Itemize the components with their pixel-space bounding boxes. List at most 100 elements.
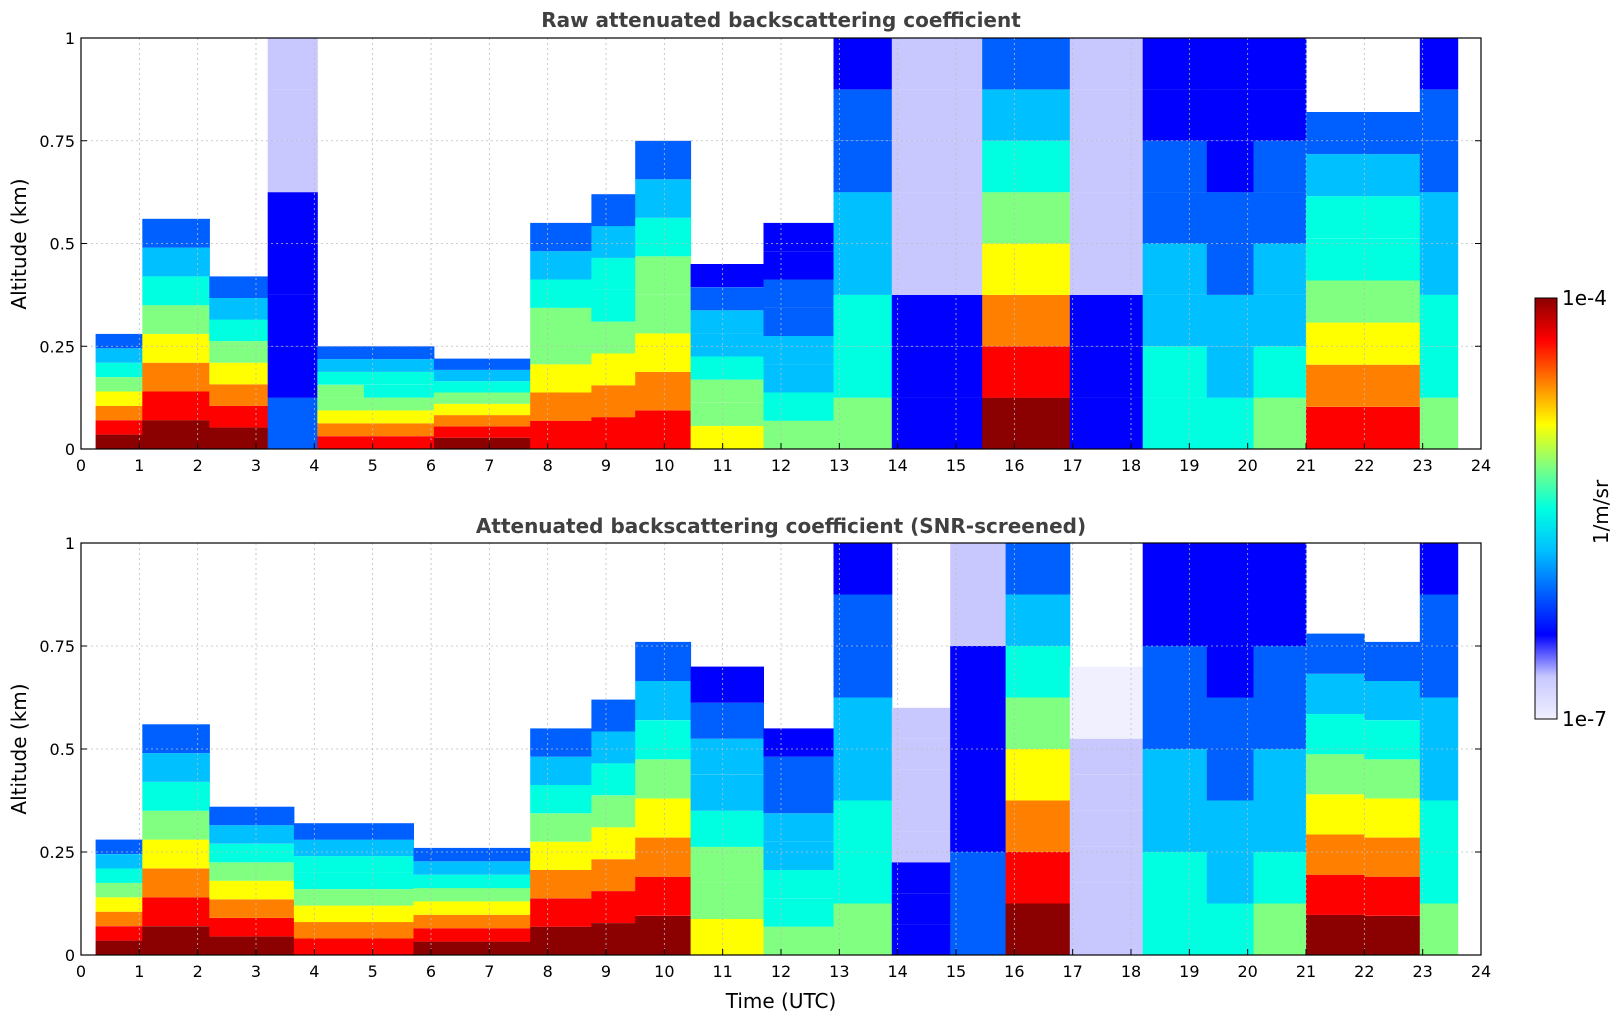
heatmap-cell [1419,852,1459,904]
heatmap-cell [1306,406,1365,449]
heatmap-cell [591,923,636,955]
heatmap-cell [1206,543,1254,595]
heatmap-cell [635,759,692,799]
heatmap-cell [833,140,893,193]
heatmap-cell [635,217,692,257]
heatmap-cell [293,839,414,857]
heatmap-cell [1306,238,1365,281]
heatmap-cell [1419,749,1459,801]
heatmap-cell [591,226,636,258]
heatmap-cell [690,810,764,847]
heatmap-cell [1253,38,1307,90]
heatmap-cell [591,763,636,796]
x-tick-label: 6 [426,456,436,475]
heatmap-cell [1419,346,1459,398]
heatmap-cell [433,392,531,404]
heatmap-cell [763,420,834,449]
heatmap-cell [833,38,893,90]
heatmap-cell [142,391,210,421]
heatmap-cell [142,420,210,449]
panel-screened-xlabel: Time (UTC) [725,989,837,1013]
heatmap-cell [591,321,636,354]
heatmap-cell [833,89,893,141]
colorbar-gradient [1534,297,1558,720]
x-tick-label: 7 [484,962,494,981]
y-tick-label: 0.25 [39,843,75,862]
heatmap-column [209,276,269,449]
heatmap-cell [433,369,531,382]
heatmap-cell [317,371,365,385]
heatmap-column [530,728,592,955]
heatmap-column [635,641,692,955]
heatmap-cell [1419,89,1459,141]
heatmap-cell [833,646,893,698]
heatmap-cell [1419,646,1459,698]
heatmap-cell [530,222,592,252]
x-tick-label: 19 [1179,962,1199,981]
x-tick-label: 21 [1296,962,1316,981]
heatmap-column [690,264,764,449]
heatmap-cell [1253,646,1307,698]
panel-screened-title: Attenuated backscattering coefficient (S… [476,514,1086,538]
heatmap-cell [1206,800,1254,852]
heatmap-cell [982,397,1071,449]
heatmap-cell [209,298,269,320]
heatmap-cell [833,697,893,749]
heatmap-column [1142,38,1208,449]
heatmap-cell [293,872,414,890]
heatmap-cell [891,769,951,801]
heatmap-cell [1419,140,1459,193]
heatmap-cell [690,882,764,919]
x-tick-label: 12 [771,962,791,981]
heatmap-cell [1306,633,1365,674]
heatmap-cell [317,359,365,372]
heatmap-cell [1142,903,1208,955]
heatmap-cell [1419,397,1459,449]
colorbar-max-label: 1e-4 [1562,286,1607,310]
heatmap-cell [763,813,834,842]
heatmap-cell [95,348,143,363]
heatmap-cell [293,922,414,939]
heatmap-cell [267,346,318,398]
heatmap-cell [1306,754,1365,795]
heatmap-cell [635,371,692,411]
x-tick-label: 20 [1237,962,1257,981]
heatmap-cell [1069,140,1144,193]
heatmap-cell [950,543,1007,595]
heatmap-cell [433,426,531,438]
heatmap-cell [833,294,893,347]
heatmap-column [591,699,636,955]
x-tick-label: 18 [1121,456,1141,475]
heatmap-cell [209,862,295,881]
heatmap-cell [530,307,592,336]
x-tick-label: 6 [426,962,436,981]
x-tick-label: 1 [134,456,144,475]
x-tick-label: 0 [76,456,86,475]
heatmap-cell [690,379,764,403]
heatmap-column [1069,666,1144,955]
heatmap-cell [363,359,435,372]
heatmap-cell [267,140,318,193]
y-tick-label: 0.25 [39,337,75,356]
x-tick-label: 23 [1412,962,1432,981]
heatmap-cell [317,397,365,411]
heatmap-cell [1069,243,1144,295]
heatmap-column [833,38,893,449]
heatmap-cell [1306,834,1365,875]
heatmap-cell [591,731,636,764]
heatmap-cell [209,405,269,428]
heatmap-cell [591,289,636,322]
panel-raw-title: Raw attenuated backscattering coefficien… [541,8,1021,32]
heatmap-cell [363,410,435,424]
x-tick-label: 14 [887,456,907,475]
heatmap-cell [363,346,435,360]
heatmap-cell [433,381,531,393]
heatmap-column [950,543,1007,955]
heatmap-cell [433,437,531,449]
heatmap-cell [833,192,893,244]
heatmap-cell [1005,594,1071,646]
heatmap-cell [530,336,592,365]
heatmap-cell [690,774,764,811]
heatmap-cell [1419,294,1459,347]
heatmap-cell [1142,852,1208,904]
